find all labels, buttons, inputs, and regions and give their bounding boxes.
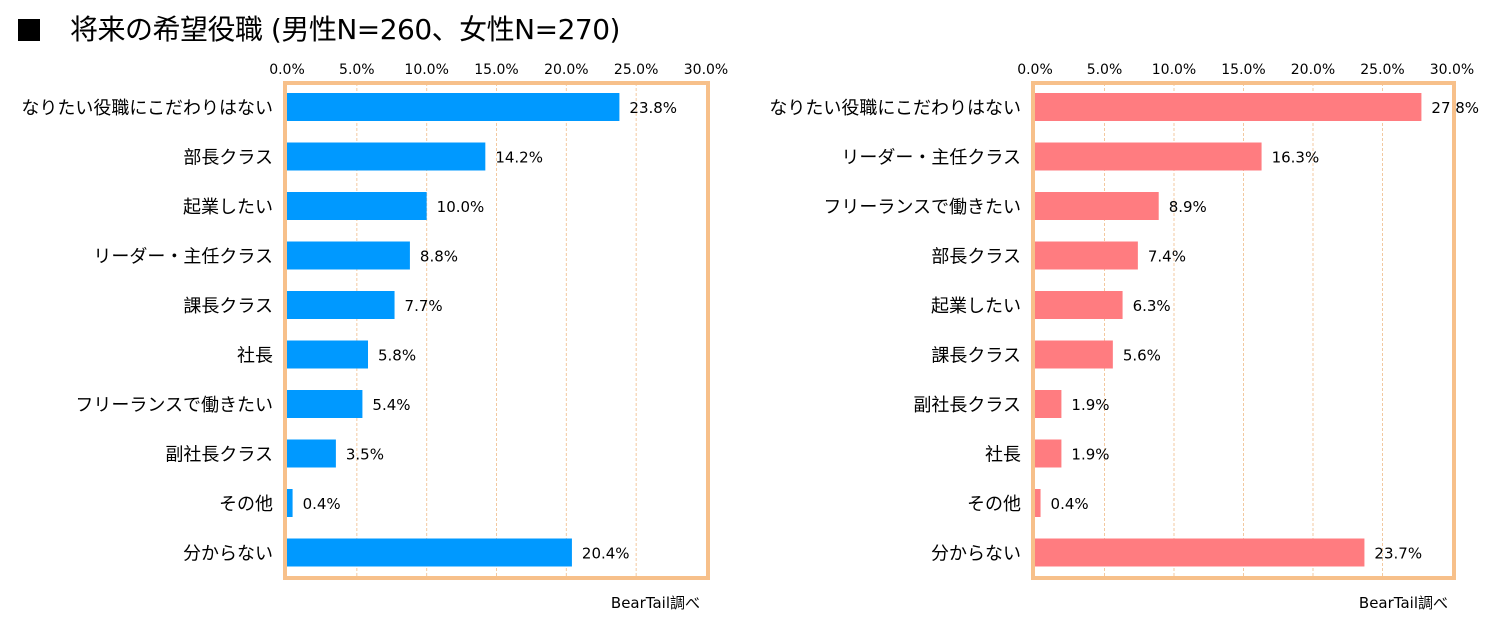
female-category-label: 副社長クラス <box>913 395 1021 416</box>
female-tick-label: 20.0% <box>1291 62 1335 78</box>
male-category-label: 部長クラス <box>183 148 273 169</box>
female-bar <box>1035 439 1062 468</box>
female-bar <box>1035 390 1062 418</box>
female-tick-label: 15.0% <box>1221 62 1265 78</box>
female-category-label: 課長クラス <box>931 346 1021 367</box>
female-category-label: フリーランスで働きたい <box>823 197 1021 218</box>
male-value-label: 3.5% <box>346 446 384 464</box>
male-chart-credit: BearTail調べ <box>610 594 700 612</box>
male-category-label: 社長 <box>237 346 273 367</box>
male-value-label: 20.4% <box>582 545 630 563</box>
female-value-label: 1.9% <box>1071 396 1109 414</box>
female-category-label: 部長クラス <box>931 247 1021 268</box>
female-value-label: 1.9% <box>1071 446 1109 464</box>
female-bar <box>1035 142 1262 171</box>
male-tick-label: 0.0% <box>269 62 305 78</box>
female-value-label: 6.3% <box>1133 297 1171 315</box>
female-value-label: 8.9% <box>1169 198 1207 216</box>
male-tick-label: 20.0% <box>544 62 588 78</box>
female-category-label: 起業したい <box>931 296 1021 317</box>
female-plot-frame <box>1031 81 1456 580</box>
male-bar <box>287 390 363 418</box>
female-bar <box>1035 489 1041 517</box>
male-value-label: 10.0% <box>437 198 485 216</box>
female-category-label: 分からない <box>931 544 1021 565</box>
female-bar <box>1035 192 1159 220</box>
male-value-label: 5.8% <box>378 347 416 365</box>
male-value-label: 8.8% <box>420 248 458 266</box>
male-plot-frame <box>283 81 710 580</box>
female-chart-credit: BearTail調べ <box>1358 594 1448 612</box>
male-category-label: リーダー・主任クラス <box>93 247 273 268</box>
female-value-label: 16.3% <box>1272 149 1320 167</box>
female-bar <box>1035 538 1365 567</box>
male-tick-label: 30.0% <box>684 62 728 78</box>
male-category-label: その他 <box>219 494 273 515</box>
male-category-label: 副社長クラス <box>165 445 273 466</box>
female-category-label: その他 <box>967 494 1021 515</box>
male-value-label: 14.2% <box>495 149 543 167</box>
male-category-label: フリーランスで働きたい <box>75 395 273 416</box>
female-category-label: なりたい役職にこだわりはない <box>769 98 1021 119</box>
male-tick-label: 15.0% <box>474 62 518 78</box>
female-tick-label: 25.0% <box>1360 62 1404 78</box>
male-value-label: 5.4% <box>372 396 410 414</box>
black-square-icon <box>18 19 40 41</box>
male-bar <box>287 439 336 468</box>
male-value-label: 0.4% <box>303 495 341 513</box>
title-text: 将来の希望役職 (男性N=260、女性N=270) <box>70 13 620 46</box>
female-value-label: 23.7% <box>1374 545 1422 563</box>
female-value-label: 5.6% <box>1123 347 1161 365</box>
male-bar <box>287 241 410 270</box>
female-tick-label: 5.0% <box>1087 62 1123 78</box>
female-tick-label: 10.0% <box>1152 62 1196 78</box>
female-bar <box>1035 93 1422 121</box>
female-category-label: リーダー・主任クラス <box>841 148 1021 169</box>
male-category-label: 課長クラス <box>183 296 273 317</box>
male-bar <box>287 340 369 369</box>
female-category-label: 社長 <box>985 445 1021 466</box>
female-value-label: 0.4% <box>1051 495 1089 513</box>
male-category-label: なりたい役職にこだわりはない <box>21 98 273 119</box>
male-category-label: 起業したい <box>183 197 273 218</box>
male-bar <box>287 489 293 517</box>
male-bar <box>287 192 427 220</box>
female-tick-label: 0.0% <box>1017 62 1053 78</box>
male-value-label: 7.7% <box>405 297 443 315</box>
male-bar <box>287 291 395 319</box>
female-value-label: 7.4% <box>1148 248 1186 266</box>
male-tick-label: 25.0% <box>614 62 658 78</box>
female-bar <box>1035 340 1113 369</box>
female-bar <box>1035 291 1123 319</box>
male-bar <box>287 538 572 567</box>
male-bar <box>287 142 486 171</box>
male-tick-label: 5.0% <box>339 62 375 78</box>
male-category-label: 分からない <box>183 544 273 565</box>
male-bar <box>287 93 620 121</box>
female-tick-label: 30.0% <box>1430 62 1474 78</box>
female-bar <box>1035 241 1138 270</box>
male-tick-label: 10.0% <box>404 62 448 78</box>
male-value-label: 23.8% <box>629 99 677 117</box>
page-title: 将来の希望役職 (男性N=260、女性N=270) <box>18 8 620 52</box>
